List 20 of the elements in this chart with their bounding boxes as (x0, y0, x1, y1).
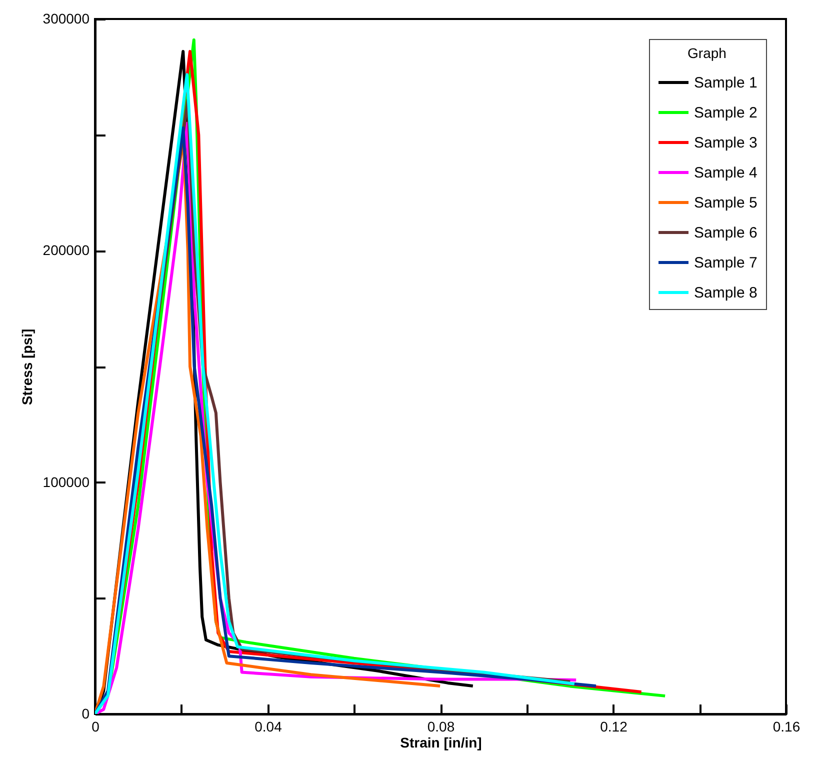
y-tick-label: 100000 (42, 474, 90, 490)
x-axis-title: Strain [in/in] (400, 734, 482, 750)
legend-label: Sample 1 (694, 74, 758, 92)
y-tick-label: 300000 (42, 10, 90, 26)
x-tick-label: 0.04 (254, 718, 282, 734)
legend-label: Sample 6 (694, 224, 758, 242)
x-tick-label: 0.16 (772, 718, 800, 734)
y-tick-label: 200000 (42, 242, 90, 258)
legend-label: Sample 4 (694, 164, 758, 182)
y-axis-title: Stress [psi] (18, 328, 35, 406)
legend-label: Sample 8 (694, 284, 758, 302)
x-tick-label: 0 (92, 718, 100, 734)
legend-label: Sample 5 (694, 194, 758, 212)
legend-label: Sample 2 (694, 104, 758, 122)
y-tick-label: 0 (82, 706, 90, 722)
legend-label: Sample 7 (694, 254, 758, 272)
x-tick-label: 0.12 (600, 718, 628, 734)
legend-title: Graph (688, 45, 726, 61)
x-tick-label: 0.08 (427, 718, 455, 734)
legend-label: Sample 3 (694, 134, 758, 152)
